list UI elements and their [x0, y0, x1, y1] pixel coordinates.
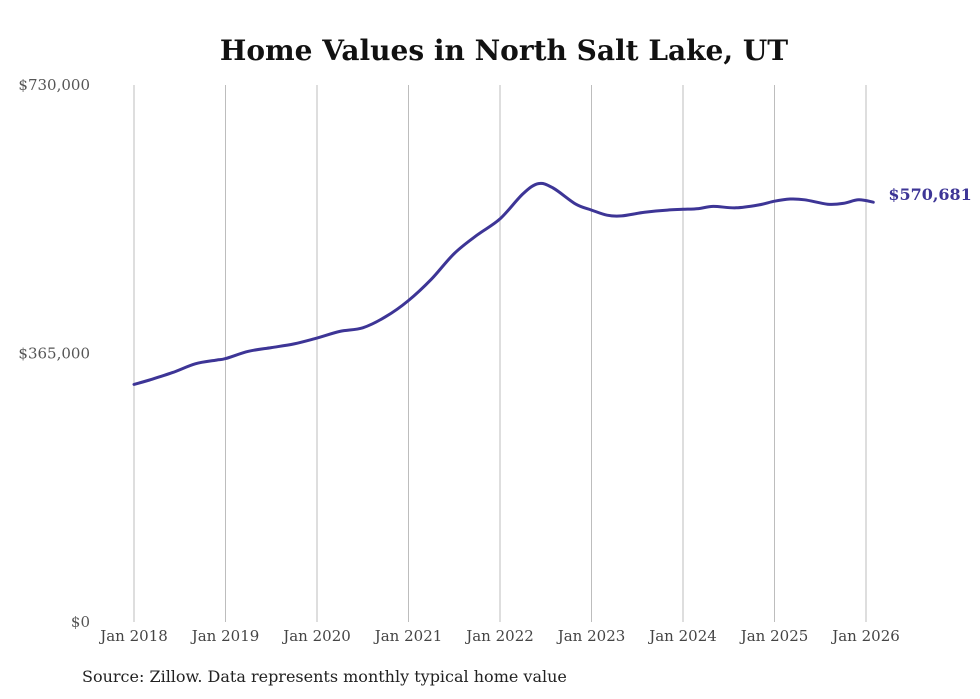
x-tick-label-2019: Jan 2019 [190, 627, 260, 645]
y-axis-tick-labels: $0 $365,000 $730,000 [18, 76, 90, 631]
x-tick-label-2022: Jan 2022 [464, 627, 534, 645]
y-tick-label-0: $0 [71, 613, 90, 631]
x-axis-tick-labels: Jan 2018 Jan 2019 Jan 2020 Jan 2021 Jan 2022… [98, 627, 900, 645]
x-tick-label-2018: Jan 2018 [98, 627, 168, 645]
y-tick-label-365000: $365,000 [18, 345, 90, 363]
latest-value-label: $570,681 [888, 185, 972, 204]
chart-title: Home Values in North Salt Lake, UT [220, 34, 788, 67]
source-note: Source: Zillow. Data represents monthly … [82, 667, 567, 686]
x-tick-label-2023: Jan 2023 [556, 627, 626, 645]
y-tick-label-730000: $730,000 [18, 76, 90, 94]
x-tick-label-2020: Jan 2020 [281, 627, 351, 645]
x-tick-label-2024: Jan 2024 [647, 627, 717, 645]
x-tick-label-2026: Jan 2026 [830, 627, 900, 645]
x-tick-label-2021: Jan 2021 [373, 627, 443, 645]
x-tick-label-2025: Jan 2025 [739, 627, 809, 645]
home-value-series-line [132, 181, 875, 386]
vertical-gridlines [133, 85, 867, 622]
